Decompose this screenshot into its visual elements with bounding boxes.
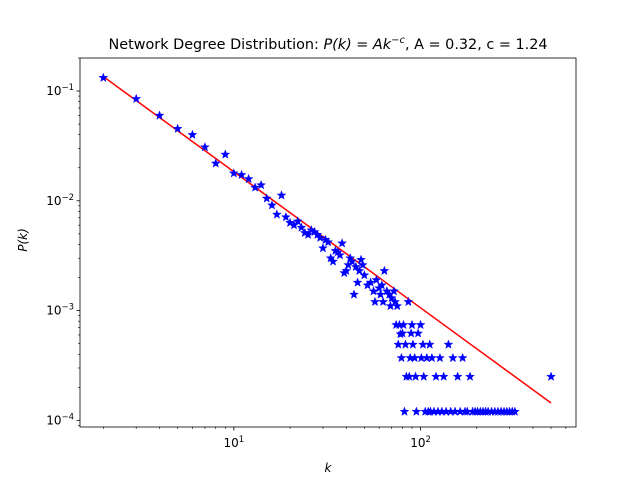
data-point (276, 190, 287, 200)
data-point (407, 319, 417, 330)
data-point (388, 286, 399, 296)
data-point (365, 277, 376, 287)
data-point (438, 371, 449, 381)
data-point (379, 265, 390, 276)
data-point (447, 352, 458, 363)
data-point (546, 371, 556, 381)
data-point (349, 289, 359, 299)
chart-title: Network Degree Distribution: P(k) = Ak−c… (108, 35, 547, 53)
chart-title-prefix: Network Degree Distribution: (108, 37, 323, 53)
data-point (399, 406, 410, 416)
data-point (323, 236, 334, 247)
data-point (280, 211, 291, 222)
data-point (210, 158, 221, 168)
data-point (452, 371, 463, 381)
data-point (386, 292, 397, 303)
y-tick-label: 10−2 (46, 193, 74, 208)
data-point (98, 72, 109, 82)
data-point (318, 243, 328, 253)
data-point (236, 169, 247, 180)
data-point (131, 93, 142, 104)
data-point (435, 352, 445, 363)
data-point (315, 232, 326, 243)
data-point (410, 371, 421, 381)
axes-frame (79, 57, 577, 428)
data-point (418, 371, 429, 381)
data-point (392, 300, 403, 311)
data-point (397, 328, 408, 338)
data-point (465, 371, 475, 381)
data-point (187, 129, 198, 140)
x-axis-label: k (325, 461, 333, 475)
data-point (261, 193, 272, 203)
data-point (415, 319, 426, 330)
data-point (413, 328, 424, 338)
data-point (359, 270, 370, 280)
data-point (228, 168, 239, 178)
data-point (303, 229, 314, 240)
y-axis-label: P(k) (16, 228, 30, 252)
x-tick-label: 102 (410, 435, 431, 450)
data-point (376, 280, 387, 290)
data-point (357, 259, 368, 270)
data-point (328, 256, 338, 266)
data-point (347, 256, 358, 266)
data-point (424, 339, 435, 349)
data-point (354, 265, 365, 276)
data-point (390, 296, 400, 307)
data-point (337, 238, 348, 248)
plot-area: 101 102 10−4 10−3 10−2 10−1 (46, 57, 577, 450)
data-point (267, 200, 277, 210)
y-tick-label: 10−1 (46, 83, 74, 98)
data-point (292, 216, 303, 226)
data-point (220, 149, 231, 159)
data-point (371, 274, 382, 285)
data-point (250, 182, 261, 192)
data-point (335, 249, 345, 260)
data-point (403, 296, 414, 307)
data-point (330, 245, 341, 256)
y-tick-label: 10−4 (46, 412, 74, 427)
data-point (396, 352, 407, 363)
data-point (509, 406, 520, 416)
data-point (271, 209, 282, 219)
data-point (256, 179, 267, 190)
data-point (398, 319, 409, 330)
chart-title-exponent: −c (391, 35, 405, 46)
data-point (350, 261, 361, 272)
y-tick-label: 10−3 (46, 303, 74, 318)
data-point (457, 352, 468, 363)
data-point (341, 265, 352, 276)
data-point (407, 339, 418, 349)
data-point (443, 339, 454, 349)
data-point (172, 123, 183, 133)
data-point (356, 254, 366, 265)
data-point (154, 110, 165, 120)
data-point (370, 296, 380, 307)
data-point (375, 289, 386, 299)
chart-title-formula: P(k) = Ak (323, 37, 391, 53)
data-point (296, 222, 307, 232)
data-point (411, 406, 422, 416)
data-point (285, 217, 295, 228)
x-tick-label: 101 (223, 435, 244, 450)
chart-title-suffix: , A = 0.32, c = 1.24 (405, 37, 548, 53)
data-point (243, 173, 254, 184)
data-point (378, 296, 389, 307)
data-point (352, 277, 363, 287)
data-point (199, 142, 210, 152)
